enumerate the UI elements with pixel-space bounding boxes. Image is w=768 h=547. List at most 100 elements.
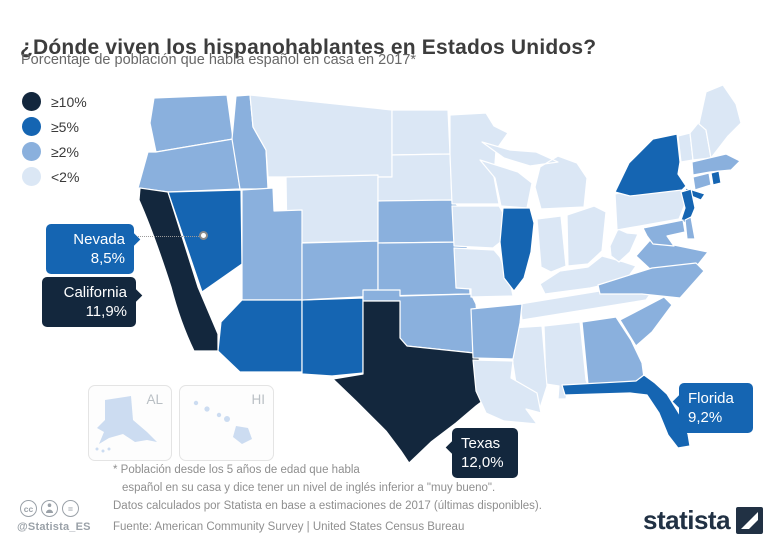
nevada-leader-line — [134, 236, 201, 237]
callout-nevada: Nevada 8,5% — [46, 224, 141, 274]
state-NC — [597, 262, 705, 299]
legend-swatch-ge10 — [22, 92, 41, 111]
state-VT — [677, 132, 694, 163]
footnotes: * Población desde los 5 años de edad que… — [113, 461, 542, 536]
state-WV — [609, 228, 639, 263]
callout-state: Texas — [461, 435, 501, 452]
legend-label: ≥2% — [51, 143, 79, 160]
alaska-inset: AL — [88, 385, 172, 461]
alaska-shape — [95, 396, 157, 453]
legend-item-ge10: ≥10% — [22, 89, 87, 114]
legend-swatch-ge5 — [22, 117, 41, 136]
state-ND — [391, 109, 451, 156]
state-ME — [698, 84, 742, 159]
state-NH — [689, 121, 712, 161]
state-WI — [479, 159, 533, 209]
statista-logo-text: statista — [643, 505, 731, 535]
legend-swatch-ge2 — [22, 142, 41, 161]
state-ID — [231, 94, 269, 190]
state-AL — [543, 321, 589, 400]
source-line: Fuente: American Community Survey | Unit… — [113, 521, 465, 533]
state-NE — [377, 199, 468, 244]
callout-florida: Florida 9,2% — [672, 383, 753, 433]
state-GA — [581, 316, 645, 385]
hawaii-inset-label: HI — [251, 392, 266, 407]
state-IA — [451, 205, 507, 249]
callout-value: 12,0% — [461, 454, 504, 471]
state-FL — [561, 374, 691, 449]
cc-nd-icon: = — [62, 500, 79, 517]
footnote-line-3: Datos calculados por Statista en base a … — [113, 500, 542, 512]
callout-pointer — [126, 287, 143, 304]
state-MT — [249, 94, 393, 178]
state-RI — [710, 170, 722, 186]
state-MN — [449, 112, 509, 205]
statista-handle: @Statista_ES — [17, 521, 91, 533]
state-TN — [519, 277, 663, 321]
callout-value: 11,9% — [85, 303, 127, 320]
cc-license: cc = — [20, 500, 79, 517]
legend-label: ≥10% — [51, 93, 87, 110]
state-IN — [536, 215, 567, 273]
callout-value: 8,5% — [90, 250, 125, 267]
callout-pointer — [672, 393, 689, 410]
state-SD — [377, 153, 453, 202]
state-IL — [499, 207, 535, 292]
state-AR — [470, 303, 523, 360]
state-MO — [453, 247, 514, 298]
state-NJ — [680, 188, 696, 226]
statista-logo: statista — [643, 505, 764, 536]
state-NV — [167, 189, 243, 293]
legend-label: <2% — [51, 168, 80, 185]
footnote-line-2: español en su casa y dice tener un nivel… — [122, 482, 496, 494]
state-OH — [566, 205, 607, 267]
state-MS — [509, 325, 548, 412]
callout-pointer — [124, 231, 141, 248]
callout-state: Nevada — [73, 231, 125, 248]
state-MI — [481, 141, 588, 210]
state-AZ — [217, 299, 303, 373]
state-DE — [684, 216, 696, 240]
hawaii-inset: HI — [179, 385, 274, 461]
state-LA — [472, 359, 542, 425]
legend-swatch-lt2 — [22, 167, 41, 186]
cc-by-icon — [41, 500, 58, 517]
statista-logo-mark — [736, 507, 764, 534]
state-NM — [301, 297, 364, 377]
state-KY — [539, 255, 637, 295]
legend-item-ge2: ≥2% — [22, 139, 87, 164]
legend-item-ge5: ≥5% — [22, 114, 87, 139]
state-KS — [377, 241, 471, 297]
legend-item-lt2: <2% — [22, 164, 87, 189]
alaska-inset-label: AL — [146, 392, 163, 407]
state-UT — [241, 187, 303, 301]
legend-label: ≥5% — [51, 118, 79, 135]
cc-icon: cc — [20, 500, 37, 517]
state-CA — [138, 187, 219, 352]
callout-texas: Texas 12,0% — [445, 428, 518, 478]
page-title: ¿Dónde viven los hispanohablantes en Est… — [20, 36, 597, 60]
hawaii-shape — [193, 400, 252, 444]
callout-pointer — [445, 439, 462, 456]
callout-state: California — [63, 284, 127, 301]
callout-state: Florida — [688, 390, 734, 407]
state-PA — [614, 179, 686, 231]
state-NY — [614, 133, 706, 201]
footnote-line-1: * Población desde los 5 años de edad que… — [113, 464, 360, 476]
state-WY — [285, 174, 379, 244]
nevada-marker-dot — [199, 231, 208, 240]
state-MA — [691, 153, 741, 176]
state-VA — [635, 237, 709, 270]
state-MD — [642, 219, 686, 247]
state-CT — [692, 172, 712, 191]
state-WA — [149, 94, 234, 153]
state-SC — [619, 296, 673, 347]
state-OR — [137, 138, 241, 193]
state-OK — [362, 289, 480, 354]
subtitle: Porcentaje de población que habla españo… — [21, 52, 417, 68]
legend: ≥10% ≥5% ≥2% <2% — [22, 89, 87, 189]
state-CO — [301, 240, 379, 301]
callout-value: 9,2% — [688, 409, 723, 426]
callout-california: California 11,9% — [42, 277, 143, 327]
